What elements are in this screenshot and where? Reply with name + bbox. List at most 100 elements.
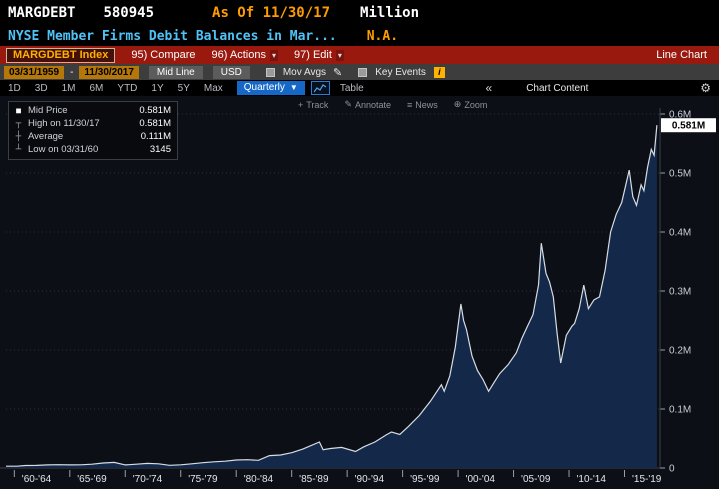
frequency-label: Quarterly bbox=[243, 82, 285, 93]
legend-value: 3145 bbox=[149, 144, 171, 155]
info-icon[interactable]: i bbox=[433, 66, 445, 78]
gear-icon[interactable]: ⚙ bbox=[700, 81, 712, 95]
legend-row-high: ┬ High on 11/30/17 0.581M bbox=[13, 117, 171, 130]
security-description: NYSE Member Firms Debit Balances in Mar.… bbox=[8, 28, 337, 44]
svg-text:'05-'09: '05-'09 bbox=[521, 474, 551, 485]
legend-value: 0.581M bbox=[139, 118, 171, 129]
chevron-down-icon: ▾ bbox=[335, 49, 344, 61]
ticker-value: 580945 bbox=[103, 5, 155, 21]
zoom-icon: ⊕ bbox=[453, 99, 462, 109]
track-label: Track bbox=[306, 99, 329, 110]
svg-text:'80-'84: '80-'84 bbox=[244, 474, 274, 485]
security-field[interactable]: MARGDEBT Index bbox=[6, 47, 116, 63]
news-icon: ≡ bbox=[407, 99, 413, 110]
annotate-label: Annotate bbox=[354, 99, 392, 110]
tab-period-max[interactable]: Max bbox=[203, 82, 223, 94]
tab-table[interactable]: Table bbox=[339, 82, 364, 94]
svg-text:0.4M: 0.4M bbox=[669, 228, 691, 239]
svg-text:'70-'74: '70-'74 bbox=[133, 474, 163, 485]
chart-settings-bar: 03/31/1959 - 11/30/2017 Mid Line USD Mov… bbox=[0, 64, 719, 80]
legend-value: 0.111M bbox=[140, 131, 171, 142]
legend-value: 0.581M bbox=[139, 105, 171, 116]
price-field-select[interactable]: Mid Line bbox=[148, 65, 203, 79]
tab-period-3d[interactable]: 3D bbox=[34, 82, 48, 94]
svg-text:'60-'64: '60-'64 bbox=[22, 474, 52, 485]
annotate-button[interactable]: ✎ Annotate bbox=[344, 99, 391, 110]
line-chart-icon bbox=[313, 83, 327, 92]
period-tab-bar: 1D 3D 1M 6M YTD 1Y 5Y Max Quarterly ▼ Ta… bbox=[0, 80, 719, 96]
svg-text:'90-'94: '90-'94 bbox=[355, 474, 385, 485]
svg-text:'95-'99: '95-'99 bbox=[410, 474, 440, 485]
legend-row-average: ┼ Average 0.111M bbox=[13, 130, 171, 143]
zoom-label: Zoom bbox=[464, 99, 488, 110]
actions-menu-item[interactable]: 96) Actions ▾ bbox=[212, 49, 278, 61]
date-from-field[interactable]: 03/31/1959 bbox=[4, 65, 65, 79]
tab-period-1d[interactable]: 1D bbox=[8, 82, 21, 94]
price-chart[interactable]: 0.6M 0.5M 0.4M 0.3M 0.2M 0.1M 0 '60-'64 '65-'69 '… bbox=[0, 96, 719, 489]
availability-label: N.A. bbox=[366, 28, 399, 44]
date-to-field[interactable]: 11/30/2017 bbox=[79, 65, 139, 79]
svg-text:0.3M: 0.3M bbox=[669, 287, 691, 298]
function-title: Line Chart bbox=[656, 49, 707, 61]
legend-label: Average bbox=[28, 131, 64, 142]
series-swatch-icon: ■ bbox=[16, 106, 21, 115]
svg-text:'10-'14: '10-'14 bbox=[577, 474, 607, 485]
news-label: News bbox=[415, 99, 438, 110]
tab-period-ytd[interactable]: YTD bbox=[117, 82, 138, 94]
tab-period-6m[interactable]: 6M bbox=[89, 82, 104, 94]
average-marker-icon: ┼ bbox=[15, 131, 22, 142]
date-range-separator: - bbox=[70, 66, 74, 78]
tab-period-1y[interactable]: 1Y bbox=[151, 82, 164, 94]
as-of-date: As Of 11/30/17 bbox=[212, 5, 331, 21]
panel-title: Chart Content bbox=[526, 82, 589, 94]
chart-legend: ■ Mid Price 0.581M ┬ High on 11/30/17 0.… bbox=[8, 101, 178, 160]
edit-menu-label: 97) Edit bbox=[293, 49, 332, 61]
tab-period-5y[interactable]: 5Y bbox=[177, 82, 190, 94]
svg-text:0.6M: 0.6M bbox=[669, 110, 691, 121]
svg-text:0: 0 bbox=[669, 464, 675, 475]
key-events-label: Key Events bbox=[375, 66, 426, 78]
track-button[interactable]: + Track bbox=[298, 99, 328, 110]
chevron-down-icon: ▾ bbox=[269, 49, 278, 61]
currency-select[interactable]: USD bbox=[212, 65, 250, 79]
units-label: Million bbox=[360, 5, 420, 21]
legend-label: Mid Price bbox=[28, 105, 68, 116]
annotate-icon: ✎ bbox=[344, 99, 352, 109]
collapse-panel-icon[interactable]: « bbox=[485, 81, 493, 95]
security-description-bar: NYSE Member Firms Debit Balances in Mar.… bbox=[0, 26, 719, 46]
svg-text:'15-'19: '15-'19 bbox=[632, 474, 662, 485]
mov-avgs-label: Mov Avgs bbox=[282, 66, 327, 78]
svg-text:0.5M: 0.5M bbox=[669, 169, 691, 180]
mov-avgs-checkbox[interactable] bbox=[265, 67, 275, 77]
key-events-checkbox[interactable] bbox=[358, 67, 368, 77]
svg-text:'85-'89: '85-'89 bbox=[299, 474, 329, 485]
svg-text:'75-'79: '75-'79 bbox=[188, 474, 218, 485]
legend-label: High on 11/30/17 bbox=[28, 118, 100, 129]
actions-menu-label: 96) Actions bbox=[211, 49, 266, 61]
zoom-button[interactable]: ⊕ Zoom bbox=[454, 99, 488, 110]
compare-menu-item[interactable]: 95) Compare bbox=[131, 49, 195, 61]
chart-type-button[interactable] bbox=[310, 81, 330, 95]
tab-period-1m[interactable]: 1M bbox=[61, 82, 76, 94]
svg-text:'65-'69: '65-'69 bbox=[77, 474, 107, 485]
ticker-symbol: MARGDEBT bbox=[8, 5, 76, 21]
news-button[interactable]: ≡ News bbox=[407, 99, 438, 110]
legend-row-low: ┴ Low on 03/31/60 3145 bbox=[13, 143, 171, 156]
pencil-icon[interactable]: ✎ bbox=[333, 66, 343, 79]
header-bar: MARGDEBT 580945 As Of 11/30/17 Million bbox=[0, 0, 719, 26]
svg-text:0.2M: 0.2M bbox=[669, 346, 691, 357]
edit-menu-item[interactable]: 97) Edit ▾ bbox=[294, 49, 344, 61]
legend-row-mid-price: ■ Mid Price 0.581M bbox=[13, 104, 171, 117]
svg-text:'00-'04: '00-'04 bbox=[466, 474, 496, 485]
svg-text:0.1M: 0.1M bbox=[669, 405, 691, 416]
function-menu-bar: MARGDEBT Index 95) Compare 96) Actions ▾… bbox=[0, 46, 719, 64]
high-marker-icon: ┬ bbox=[15, 118, 22, 129]
frequency-dropdown[interactable]: Quarterly ▼ bbox=[236, 81, 305, 95]
chart-toolbar: + Track ✎ Annotate ≡ News ⊕ Zoom bbox=[298, 99, 487, 110]
track-icon: + bbox=[298, 99, 304, 110]
chart-panel: 0.6M 0.5M 0.4M 0.3M 0.2M 0.1M 0 '60-'64 '65-'69 '… bbox=[0, 96, 719, 489]
low-marker-icon: ┴ bbox=[15, 144, 22, 155]
legend-label: Low on 03/31/60 bbox=[28, 144, 99, 155]
svg-text:0.581M: 0.581M bbox=[672, 121, 705, 132]
